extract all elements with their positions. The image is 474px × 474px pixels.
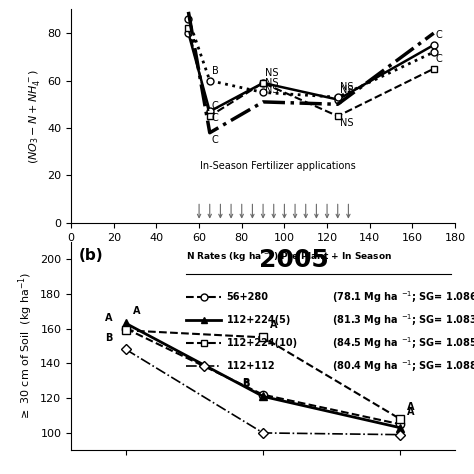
Text: N Rates (kg ha $^{-1}$) Pre Plant + In Season: N Rates (kg ha $^{-1}$) Pre Plant + In S… [186, 250, 392, 264]
Text: C: C [212, 101, 219, 111]
Text: NS: NS [340, 85, 353, 95]
Text: (81.3 Mg ha $^{-1}$; SG= 1.083): (81.3 Mg ha $^{-1}$; SG= 1.083) [332, 312, 474, 328]
Text: (84.5 Mg ha $^{-1}$; SG= 1.085): (84.5 Mg ha $^{-1}$; SG= 1.085) [332, 335, 474, 351]
Text: In-Season Fertilizer applications: In-Season Fertilizer applications [200, 161, 356, 171]
Text: C: C [212, 113, 219, 123]
Text: (b): (b) [79, 248, 103, 263]
Text: A: A [270, 320, 277, 330]
Text: A: A [133, 307, 140, 317]
Text: C: C [436, 54, 443, 64]
Y-axis label: $(NO_3-N + NH_4^-)$: $(NO_3-N + NH_4^-)$ [27, 69, 42, 164]
Text: 2005: 2005 [259, 248, 328, 272]
Text: A: A [105, 313, 113, 323]
Text: A: A [407, 407, 415, 417]
Text: (80.4 Mg ha $^{-1}$; SG= 1.088): (80.4 Mg ha $^{-1}$; SG= 1.088) [332, 358, 474, 374]
Text: B: B [212, 66, 219, 76]
Text: NS: NS [265, 78, 279, 88]
Text: B: B [243, 378, 250, 388]
Text: 56+280: 56+280 [227, 292, 269, 302]
Text: B: B [105, 333, 113, 343]
Text: B: B [243, 380, 250, 390]
Text: NS: NS [340, 118, 353, 128]
Text: NS: NS [265, 85, 279, 95]
Text: 112+224(10): 112+224(10) [227, 338, 298, 348]
X-axis label: Days After Planting: Days After Planting [195, 248, 331, 261]
Text: C: C [212, 135, 219, 145]
Text: (78.1 Mg ha $^{-1}$; SG= 1.086): (78.1 Mg ha $^{-1}$; SG= 1.086) [332, 289, 474, 305]
Text: NS: NS [265, 68, 279, 78]
Text: 112+224(5): 112+224(5) [227, 315, 291, 325]
Text: C: C [436, 30, 443, 40]
Text: A: A [407, 402, 415, 412]
Text: NS: NS [340, 82, 353, 92]
Text: 112+112: 112+112 [227, 361, 275, 371]
Y-axis label: $\geq$ 30 cm of Soil  (kg ha$^{-1}$): $\geq$ 30 cm of Soil (kg ha$^{-1}$) [16, 271, 35, 421]
